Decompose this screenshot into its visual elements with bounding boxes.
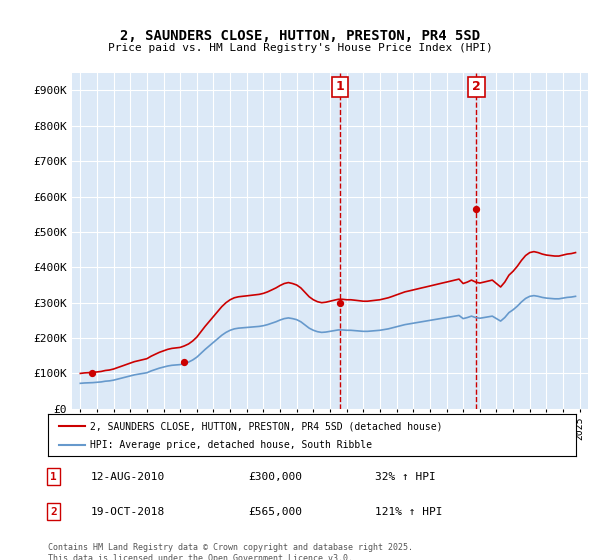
- Text: 121% ↑ HPI: 121% ↑ HPI: [376, 507, 443, 517]
- Text: 1: 1: [50, 472, 56, 482]
- Text: 2: 2: [50, 507, 56, 517]
- Point: [335, 298, 345, 307]
- Text: 32% ↑ HPI: 32% ↑ HPI: [376, 472, 436, 482]
- Text: Contains HM Land Registry data © Crown copyright and database right 2025.
This d: Contains HM Land Registry data © Crown c…: [48, 543, 413, 560]
- Point: [179, 358, 188, 367]
- Text: 19-OCT-2018: 19-OCT-2018: [90, 507, 164, 517]
- Text: Price paid vs. HM Land Registry's House Price Index (HPI): Price paid vs. HM Land Registry's House …: [107, 43, 493, 53]
- Text: 2: 2: [472, 81, 481, 94]
- Text: 12-AUG-2010: 12-AUG-2010: [90, 472, 164, 482]
- Text: 2, SAUNDERS CLOSE, HUTTON, PRESTON, PR4 5SD: 2, SAUNDERS CLOSE, HUTTON, PRESTON, PR4 …: [120, 29, 480, 44]
- Text: 2, SAUNDERS CLOSE, HUTTON, PRESTON, PR4 5SD (detached house): 2, SAUNDERS CLOSE, HUTTON, PRESTON, PR4 …: [90, 421, 443, 431]
- Text: HPI: Average price, detached house, South Ribble: HPI: Average price, detached house, Sout…: [90, 440, 372, 450]
- Point: [472, 204, 481, 213]
- Point: [87, 369, 97, 378]
- Text: £565,000: £565,000: [248, 507, 302, 517]
- Text: £300,000: £300,000: [248, 472, 302, 482]
- Text: 1: 1: [335, 81, 344, 94]
